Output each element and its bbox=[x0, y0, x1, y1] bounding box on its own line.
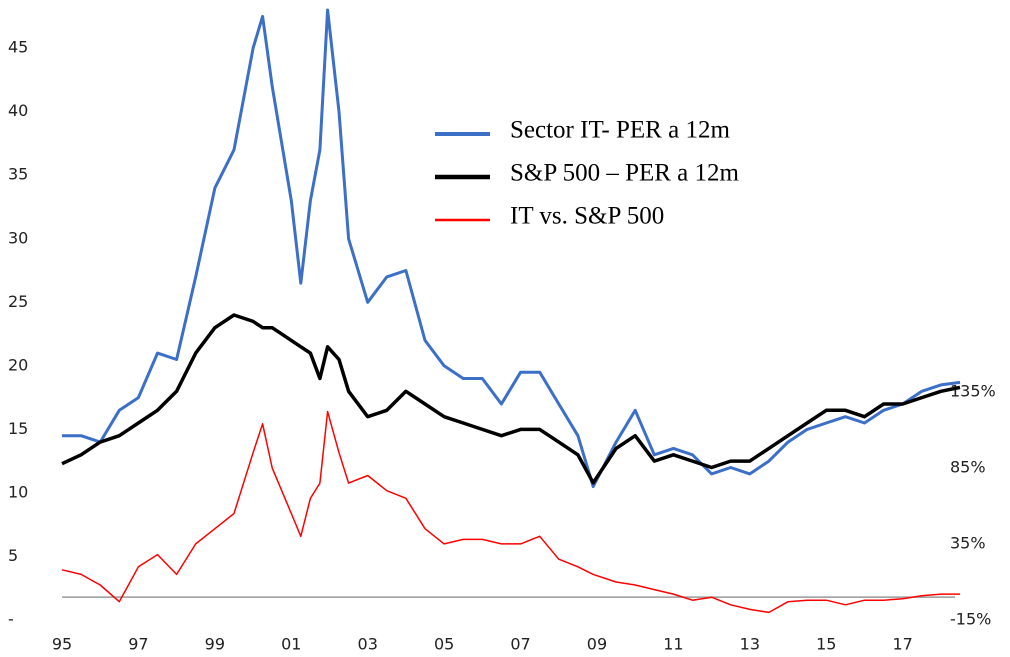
legend-label: IT vs. S&P 500 bbox=[510, 203, 664, 230]
y-tick-label: 45 bbox=[8, 38, 28, 57]
x-tick-label: 97 bbox=[128, 635, 148, 654]
x-tick-label: 09 bbox=[587, 635, 607, 654]
x-tick-label: 07 bbox=[510, 635, 530, 654]
series-line bbox=[61, 313, 961, 485]
y-tick-label: - bbox=[8, 610, 14, 629]
x-tick-label: 01 bbox=[281, 635, 301, 654]
y-tick-label: 5 bbox=[8, 546, 18, 565]
x-tick-label: 95 bbox=[52, 635, 72, 654]
series-line bbox=[62, 8, 961, 489]
x-tick-label: 99 bbox=[205, 635, 225, 654]
x-tick-label: 17 bbox=[893, 635, 913, 654]
y2-tick-label: 85% bbox=[950, 457, 986, 476]
y-tick-label: 35 bbox=[8, 165, 28, 184]
x-tick-label: 11 bbox=[663, 635, 683, 654]
x-tick-label: 05 bbox=[434, 635, 454, 654]
y2-tick-label: -15% bbox=[950, 610, 991, 629]
x-tick-label: 15 bbox=[816, 635, 836, 654]
legend-label: S&P 500 – PER a 12m bbox=[510, 160, 740, 187]
y-tick-label: 25 bbox=[8, 292, 28, 311]
y-tick-label: 15 bbox=[8, 419, 28, 438]
series-line bbox=[61, 410, 960, 614]
y-tick-label: 10 bbox=[8, 482, 28, 501]
x-tick-label: 03 bbox=[358, 635, 378, 654]
legend-label: Sector IT- PER a 12m bbox=[510, 117, 730, 144]
y-tick-label: 30 bbox=[8, 228, 28, 247]
y-tick-label: 20 bbox=[8, 355, 28, 374]
y2-tick-label: 135% bbox=[950, 381, 996, 400]
y2-tick-label: 35% bbox=[950, 533, 986, 552]
x-tick-label: 13 bbox=[740, 635, 760, 654]
y-tick-label: 40 bbox=[8, 101, 28, 120]
